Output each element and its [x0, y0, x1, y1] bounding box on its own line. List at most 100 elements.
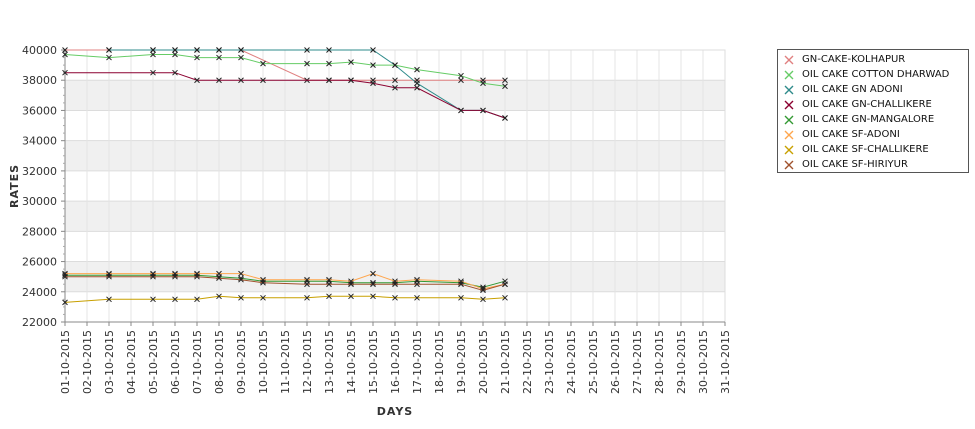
data-point — [480, 287, 486, 294]
chart-legend: GN-CAKE-KOLHAPUR OIL CAKE COTTON DHARWAD O… — [777, 49, 969, 173]
legend-label: OIL CAKE SF-HIRIYUR — [802, 159, 908, 170]
data-point — [502, 83, 508, 90]
x-tick-label: 20-10-2015 — [477, 330, 490, 394]
data-point — [260, 77, 266, 84]
data-point — [238, 77, 244, 84]
data-point — [304, 47, 310, 53]
data-point — [392, 62, 398, 68]
data-point — [326, 77, 332, 84]
legend-label: OIL CAKE GN ADONI — [802, 84, 903, 95]
legend-item: OIL CAKE GN-MANGALORE — [784, 112, 968, 127]
data-point — [238, 270, 244, 277]
x-tick-label: 28-10-2015 — [653, 330, 666, 394]
legend-item: OIL CAKE SF-HIRIYUR — [784, 157, 968, 172]
data-point — [348, 59, 354, 65]
series — [62, 293, 508, 306]
y-axis-ticks: 22000 24000 26000 28000 30000 32000 34000 36000… — [22, 44, 65, 329]
data-point — [150, 296, 156, 303]
x-tick-label: 19-10-2015 — [455, 330, 468, 394]
data-point — [326, 293, 332, 300]
x-tick-label: 21-10-2015 — [499, 330, 512, 394]
data-point — [414, 80, 420, 87]
data-point — [172, 296, 178, 303]
x-tick-label: 27-10-2015 — [631, 330, 644, 394]
data-point — [326, 281, 332, 288]
series — [62, 273, 508, 294]
data-point — [348, 293, 354, 300]
x-tick-label: 22-10-2015 — [521, 330, 534, 394]
x-tick-label: 24-10-2015 — [565, 330, 578, 394]
x-tick-label: 05-10-2015 — [147, 330, 160, 394]
data-point — [62, 51, 68, 58]
data-point — [194, 273, 200, 280]
x-tick-label: 29-10-2015 — [675, 330, 688, 394]
x-axis-title: DAYS — [377, 405, 413, 418]
data-point — [172, 273, 178, 280]
y-tick-label: 30000 — [22, 195, 57, 208]
data-point — [172, 51, 178, 58]
legend-label: OIL CAKE GN-CHALLIKERE — [802, 99, 932, 110]
data-point — [458, 72, 464, 79]
data-point — [260, 60, 266, 67]
data-point — [480, 285, 486, 292]
legend-item: OIL CAKE COTTON DHARWAD — [784, 67, 968, 82]
x-tick-label: 13-10-2015 — [323, 330, 336, 394]
data-point — [238, 294, 244, 301]
data-point — [304, 281, 310, 288]
data-point — [370, 47, 376, 53]
data-point — [414, 294, 420, 301]
data-point — [414, 66, 420, 73]
data-point — [238, 276, 244, 283]
legend-item: OIL CAKE SF-CHALLIKERE — [784, 142, 968, 157]
data-point — [216, 275, 222, 282]
data-point — [502, 281, 508, 288]
x-tick-label: 01-10-2015 — [59, 330, 72, 394]
x-tick-label: 23-10-2015 — [543, 330, 556, 394]
x-tick-label: 02-10-2015 — [81, 330, 94, 394]
data-point — [194, 54, 200, 61]
y-tick-label: 28000 — [22, 225, 57, 238]
data-point — [216, 47, 222, 53]
data-point — [480, 296, 486, 303]
data-point — [326, 276, 332, 283]
legend-label: OIL CAKE SF-CHALLIKERE — [802, 144, 929, 155]
legend-marker-icon — [784, 145, 794, 154]
data-point — [458, 77, 464, 84]
data-point — [194, 77, 200, 84]
legend-label: OIL CAKE SF-ADONI — [802, 129, 900, 140]
legend-item: OIL CAKE GN-CHALLIKERE — [784, 97, 968, 112]
series — [62, 69, 508, 121]
data-point — [172, 47, 178, 53]
x-tick-label: 10-10-2015 — [257, 330, 270, 394]
x-tick-label: 07-10-2015 — [191, 330, 204, 394]
data-point — [414, 84, 420, 91]
data-point — [326, 47, 332, 53]
data-point — [370, 80, 376, 87]
data-point — [194, 47, 200, 53]
legend-item: GN-CAKE-KOLHAPUR — [784, 52, 968, 67]
x-tick-label: 25-10-2015 — [587, 330, 600, 394]
data-point — [150, 69, 156, 76]
legend-label: OIL CAKE GN-MANGALORE — [802, 114, 935, 125]
legend-marker-icon — [784, 160, 794, 169]
data-point — [458, 281, 464, 288]
data-point — [106, 296, 112, 303]
data-point — [106, 273, 112, 280]
legend-item: OIL CAKE SF-ADONI — [784, 127, 968, 142]
y-tick-label: 38000 — [22, 74, 57, 87]
data-point — [216, 293, 222, 300]
data-point — [480, 80, 486, 87]
legend-marker-icon — [784, 70, 794, 79]
legend-marker-icon — [784, 100, 794, 109]
data-point — [370, 293, 376, 300]
data-point — [216, 270, 222, 277]
data-point — [392, 281, 398, 288]
data-point — [304, 60, 310, 67]
data-point — [106, 47, 112, 53]
y-axis-title: RATES — [8, 164, 21, 208]
data-point — [370, 281, 376, 288]
x-tick-label: 11-10-2015 — [279, 330, 292, 394]
data-point — [106, 54, 112, 61]
data-point — [348, 77, 354, 84]
